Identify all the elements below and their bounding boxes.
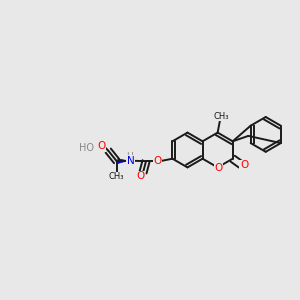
- Text: O: O: [214, 163, 222, 173]
- Text: O: O: [97, 141, 105, 152]
- Text: O: O: [136, 171, 144, 181]
- Text: O: O: [240, 160, 248, 170]
- Text: N: N: [127, 156, 135, 166]
- Text: H: H: [127, 152, 133, 161]
- Polygon shape: [118, 159, 128, 164]
- Text: CH₃: CH₃: [214, 112, 229, 121]
- Text: O: O: [153, 156, 162, 166]
- Text: CH₃: CH₃: [109, 172, 124, 181]
- Text: HO: HO: [79, 143, 94, 153]
